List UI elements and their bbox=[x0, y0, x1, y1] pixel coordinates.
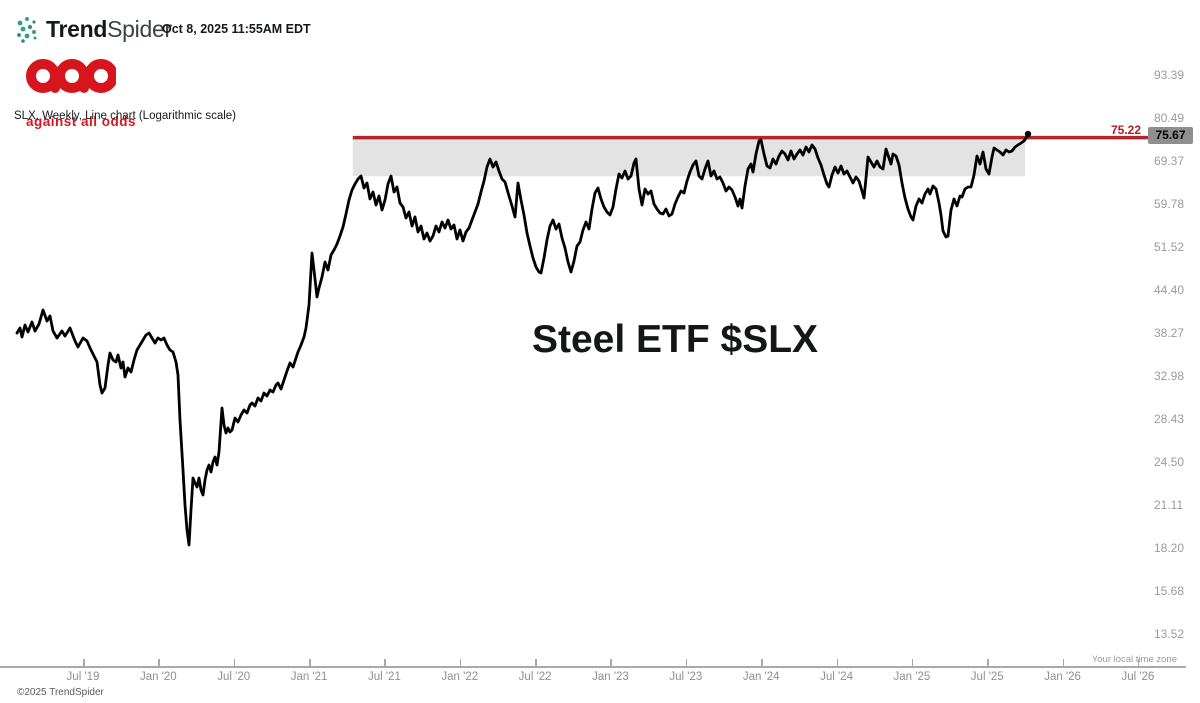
x-axis-label: Jul '19 bbox=[66, 671, 100, 683]
chart-subtitle: SLX, Weekly, Line chart (Logarithmic sca… bbox=[14, 110, 236, 122]
aao-tagline: against all odds bbox=[26, 114, 137, 129]
x-axis-label: Jul '24 bbox=[820, 671, 853, 683]
x-axis-label: Jul '23 bbox=[669, 671, 703, 683]
x-axis-label: Jan '20 bbox=[139, 671, 177, 683]
x-axis-tick bbox=[610, 659, 612, 666]
x-axis-tick bbox=[987, 659, 989, 666]
x-axis-tick bbox=[535, 659, 537, 666]
resistance-zone[interactable] bbox=[352, 137, 1025, 177]
brand-wordmark: TrendSpider bbox=[46, 16, 172, 43]
y-axis-label: 69.37 bbox=[1154, 153, 1185, 168]
resistance-price-label: 75.22 bbox=[1110, 122, 1141, 137]
x-axis-tick bbox=[384, 659, 386, 666]
chart-datetime: Oct 8, 2025 11:55AM EDT bbox=[162, 22, 311, 36]
y-axis-label: 15.68 bbox=[1154, 583, 1185, 598]
aao-rings-icon bbox=[26, 59, 118, 93]
x-axis-tick bbox=[309, 659, 311, 666]
y-axis-label: 24.50 bbox=[1154, 454, 1185, 469]
y-axis-label: 51.52 bbox=[1154, 239, 1185, 254]
y-axis-label: 28.43 bbox=[1154, 411, 1185, 426]
x-axis-tick bbox=[459, 659, 462, 666]
x-axis-line bbox=[0, 666, 1186, 668]
x-axis-label: Jul '26 bbox=[1121, 671, 1155, 683]
y-axis-label: 80.49 bbox=[1154, 111, 1185, 125]
against-all-odds-logo: against all odds bbox=[26, 48, 136, 129]
x-axis-tick bbox=[911, 659, 914, 666]
trendspider-logo: TrendSpider bbox=[14, 15, 172, 43]
x-axis-tick bbox=[1062, 659, 1065, 666]
y-axis-label: 59.78 bbox=[1154, 196, 1185, 211]
x-axis-label: Jul '20 bbox=[217, 671, 251, 683]
trendspider-molecule-icon bbox=[17, 17, 37, 43]
x-axis-tick bbox=[1137, 659, 1140, 666]
x-axis-label: Jan '23 bbox=[592, 671, 629, 683]
y-axis-label: 18.20 bbox=[1154, 540, 1185, 555]
brand-word-spider: Spider bbox=[107, 15, 172, 42]
x-axis-label: Jul '25 bbox=[970, 671, 1004, 683]
x-axis-label: Jan '24 bbox=[742, 671, 780, 683]
last-price-dot bbox=[1024, 130, 1032, 138]
price-line bbox=[15, 133, 1030, 547]
copyright-text: ©2025 TrendSpider bbox=[17, 687, 104, 698]
y-axis-label: 21.11 bbox=[1154, 497, 1184, 512]
y-axis-label: 38.27 bbox=[1154, 325, 1185, 340]
brand-word-trend: Trend bbox=[46, 15, 108, 42]
last-price-badge: 75.67 bbox=[1148, 127, 1193, 145]
y-axis-label: 93.39 bbox=[1154, 68, 1185, 83]
x-axis-label: Jan '21 bbox=[290, 671, 328, 683]
x-axis-tick bbox=[233, 659, 236, 666]
x-axis-label: Jan '22 bbox=[441, 671, 479, 683]
x-axis-tick bbox=[836, 659, 839, 666]
x-axis-label: Jan '25 bbox=[893, 671, 931, 683]
chart-annotation-text: Steel ETF $SLX bbox=[531, 318, 819, 361]
x-axis-label: Jul '22 bbox=[518, 671, 552, 683]
x-axis-tick bbox=[158, 659, 160, 666]
x-axis-tick bbox=[761, 659, 763, 666]
y-axis-label: 44.40 bbox=[1154, 282, 1185, 297]
x-axis-label: Jan '26 bbox=[1044, 671, 1081, 683]
x-axis-tick bbox=[83, 659, 85, 666]
x-axis-tick bbox=[685, 659, 688, 666]
y-axis-label: 32.98 bbox=[1154, 368, 1185, 383]
timezone-note: Your local time zone bbox=[1091, 654, 1177, 665]
y-axis-label: 13.52 bbox=[1154, 626, 1185, 641]
x-axis-label: Jul '21 bbox=[367, 671, 401, 683]
